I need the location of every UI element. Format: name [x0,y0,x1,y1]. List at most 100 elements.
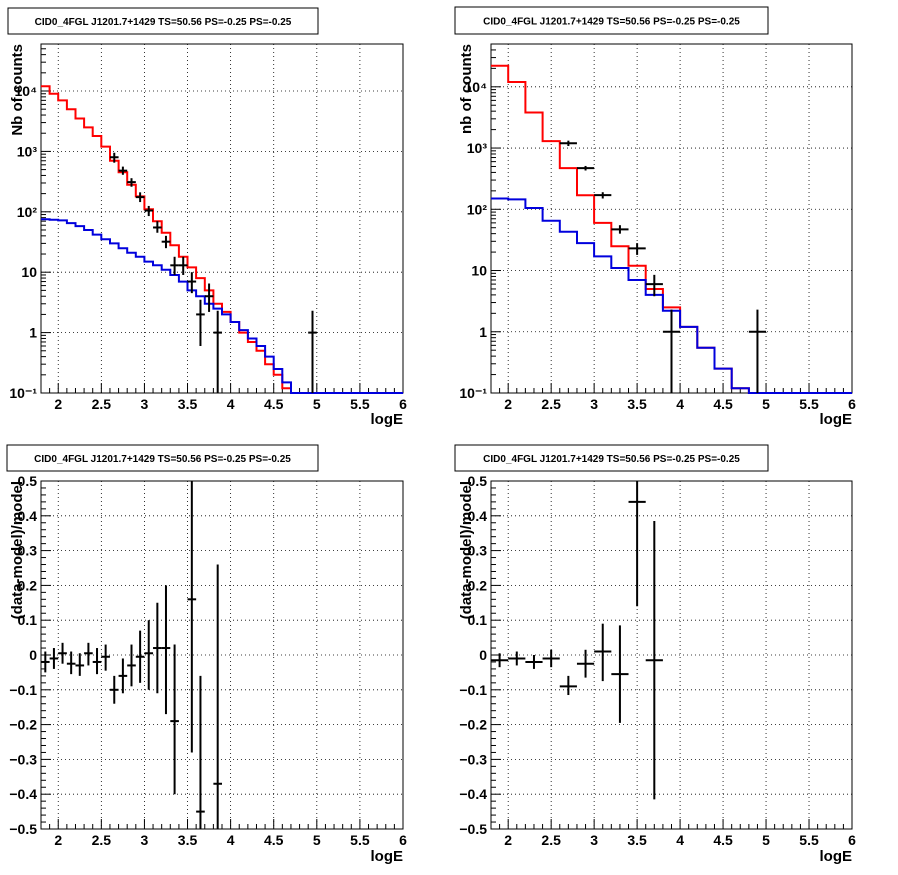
y-tick-label: 10⁴ [465,79,488,95]
x-tick-label: 4 [227,396,235,412]
data-point [308,310,317,393]
data-point [153,221,162,233]
y-tick-label: 10³ [17,143,38,159]
data-point [559,140,577,146]
x-tick-label: 2 [504,832,512,848]
x-tick-label: 6 [399,832,407,848]
y-tick-label: 0.1 [468,612,488,628]
x-tick-label: 5.5 [350,832,370,848]
data-point [645,274,663,297]
y-tick-label: 10² [467,201,488,217]
y-tick-label: −0.5 [459,821,487,837]
data-point [135,630,145,683]
x-tick-label: 3 [141,396,149,412]
data-point [84,642,93,666]
panel-counts-left: 2 2.5 3 3.5 4 4.5 5 5.5 6 10⁻¹ 1 10 10² 10³ 10⁴ logE Nb … [7,7,407,428]
x-tick-label: 2 [54,832,62,848]
x-tick-label: 4 [227,832,235,848]
x-tick-label: 3.5 [627,396,647,412]
data-point [213,564,222,829]
data-point [41,651,50,673]
plot-frame [40,43,404,394]
title-box [454,6,769,35]
y-tick-label: 0.3 [18,543,38,559]
x-tick-label: 2 [504,396,512,412]
data-point [662,309,681,393]
x-tick-label: 4.5 [264,832,284,848]
y-tick-label: −0.2 [9,717,37,733]
x-tick-label: 3 [141,832,149,848]
x-tick-label: 4.5 [264,396,284,412]
y-tick-label: 0.5 [468,473,488,489]
data-point [161,235,171,249]
x-tick-label: 5.5 [350,396,370,412]
data-point [170,256,179,275]
y-tick-label: −0.2 [459,717,487,733]
data-point [611,625,629,723]
data-point [75,653,85,676]
data-point [196,675,205,829]
x-tick-label: 3 [590,832,598,848]
data-point [187,272,197,294]
data-point [127,178,136,187]
x-tick-label: 6 [399,396,407,412]
y-tick-label: 0.2 [468,577,488,593]
x-axis-label: logE [820,848,853,865]
data-point [144,205,154,217]
x-tick-label: 2.5 [541,396,561,412]
x-axis-label: logE [371,411,404,428]
data-point [508,651,526,666]
data-point [66,651,76,675]
data-point [748,309,767,393]
x-tick-label: 5 [762,832,770,848]
x-tick-label: 5 [313,832,321,848]
data-point [109,152,119,163]
title-box [454,444,769,472]
data-point [153,602,162,694]
data-point [127,644,136,687]
title-box [6,444,319,472]
x-tick-label: 2.5 [92,396,112,412]
x-tick-label: 5.5 [799,832,819,848]
data-point [118,166,128,175]
x-tick-label: 2.5 [541,832,561,848]
title-box [7,7,319,35]
series-line-1 [41,218,403,394]
x-tick-label: 3.5 [627,832,647,848]
data-point [576,165,595,171]
x-axis-label: logE [820,411,853,428]
y-tick-label: −0.3 [9,751,37,767]
data-point [144,620,154,690]
x-tick-label: 5 [762,396,770,412]
panel-residual-right: 2 2.5 3 3.5 4 4.5 5 5.5 6 −0.5 −0.4 −0.3 −0.2 −0.1 0 0.… [454,444,856,865]
y-tick-label: −0.1 [9,682,37,698]
y-axis-label: (data-model)/model [9,481,26,619]
y-tick-label: 10⁻¹ [459,385,487,401]
data-point [594,623,612,682]
data-point [645,521,663,800]
data-point [161,585,171,715]
data-point [101,644,110,671]
data-point [178,256,188,275]
x-tick-label: 3 [590,396,598,412]
data-point [491,653,509,668]
data-point [92,648,102,675]
x-tick-label: 6 [848,396,856,412]
data-point [576,649,595,678]
data-point [109,675,119,704]
data-point [559,675,577,696]
y-tick-label: 1 [29,325,37,341]
chart-title: CID0_4FGL J1201.7+1429 TS=50.56 PS=-0.25… [483,454,740,465]
data-point [611,225,629,234]
y-tick-label: 1 [479,324,487,340]
y-axis-label: (data-model)/model [458,481,475,619]
data-point [594,192,612,199]
data-point [525,655,543,669]
chart-title: CID0_4FGL J1201.7+1429 TS=50.56 PS=-0.25… [35,17,292,28]
y-tick-label: −0.4 [9,786,37,802]
data-point [58,642,67,664]
y-tick-label: 0.3 [468,543,488,559]
y-axis-label: nb of counts [458,44,475,134]
y-tick-label: 0.2 [18,577,38,593]
